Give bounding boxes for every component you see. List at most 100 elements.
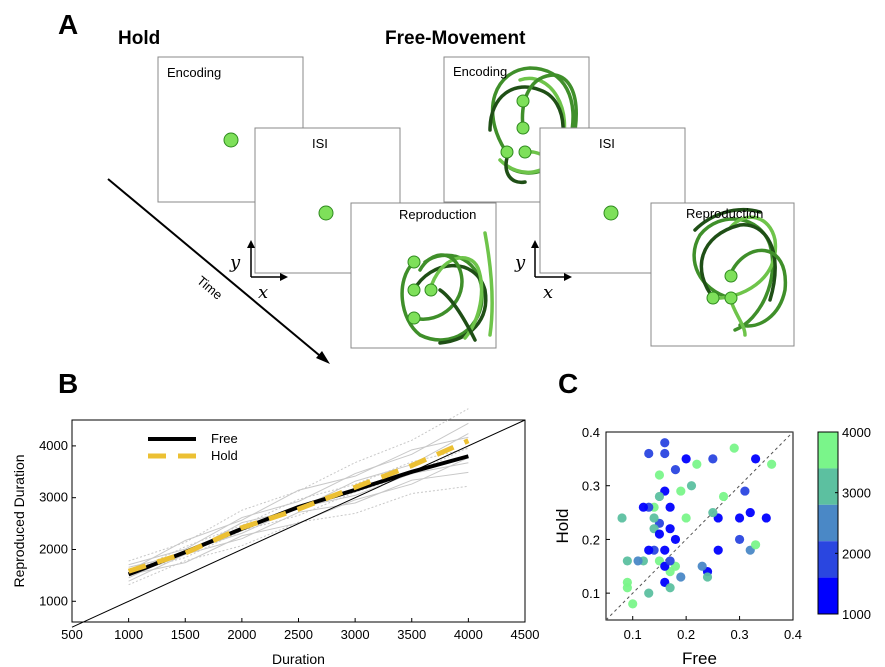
chart-c: 0.1 0.2 0.3 0.4 0.1 0.2 0.3 0.4 Free Hold 1000 2000…: [553, 425, 871, 667]
scatter-point: [665, 524, 675, 534]
scatter-point: [729, 443, 739, 453]
x-tick-label: 4500: [511, 627, 540, 642]
scatter-point: [660, 448, 670, 459]
individual-line: [128, 485, 469, 586]
scatter-point: [622, 583, 632, 593]
y-tick-label: 2000: [39, 541, 68, 556]
target-dot: [318, 205, 334, 221]
x-tick-label: 3000: [341, 627, 370, 642]
scatter-point: [654, 470, 665, 480]
y-axis-title: Hold: [553, 509, 572, 544]
hold-isi-label: ISI: [312, 136, 328, 151]
hold-xy-axes: y x: [229, 240, 288, 303]
free-isi-label: ISI: [599, 136, 615, 151]
series-line-hold: [127, 438, 470, 574]
legend-label-hold: Hold: [211, 448, 238, 463]
x-tick-label: 0.4: [784, 627, 802, 642]
scatter-point: [665, 583, 675, 593]
scatter-point: [665, 502, 675, 512]
target-dot: [516, 94, 530, 108]
x-tick-label: 2000: [227, 627, 256, 642]
scatter-point: [692, 459, 702, 469]
x-tick-label: 1500: [171, 627, 200, 642]
free-reproduction-traces: [692, 207, 788, 337]
scatter-point: [644, 448, 654, 459]
chart-b: 500 1000 1500 2000 2500 3000 3500 4000 4500 1000 2…: [11, 408, 540, 667]
x-tick-label: 2500: [284, 627, 313, 642]
scatter-point: [644, 545, 654, 555]
scatter-point: [740, 486, 750, 496]
free-reproduction-label: Reproduction: [686, 206, 763, 221]
panel-c-letter: C: [558, 368, 578, 399]
colorbar-tick-label: 3000: [842, 486, 871, 501]
scatter-point: [686, 481, 697, 491]
individual-line: [128, 422, 469, 566]
colorbar-segment: [818, 504, 838, 542]
free-movement-title: Free-Movement: [385, 28, 526, 49]
scatter-point: [734, 534, 745, 545]
y-axis-label: y: [514, 252, 526, 273]
x-tick-label: 0.3: [731, 627, 749, 642]
scatter-point: [654, 529, 665, 539]
scatter-point: [681, 513, 691, 523]
scatter-point: [702, 572, 713, 582]
scatter-point: [665, 556, 675, 566]
x-tick-label: 500: [61, 627, 83, 642]
target-dot: [724, 291, 738, 305]
scatter-point: [670, 534, 681, 545]
free-reproduction-frame: Reproduction: [650, 202, 795, 347]
scatter-point: [708, 507, 718, 518]
free-xy-axes: y x: [514, 240, 572, 303]
y-tick-label: 3000: [39, 490, 68, 505]
y-tick-label: 0.1: [582, 586, 600, 601]
x-tick-label: 1000: [114, 627, 143, 642]
hold-reproduction-frame: Reproduction: [350, 202, 497, 349]
x-axis-label: x: [258, 282, 268, 303]
target-dot: [424, 283, 438, 297]
y-tick-label: 0.4: [582, 425, 600, 440]
scatter-point: [751, 454, 761, 464]
scatter-point: [718, 491, 729, 502]
target-dot: [516, 121, 530, 135]
colorbar-tick-label: 1000: [842, 607, 871, 622]
scatter-point: [617, 513, 627, 523]
hold-reproduction-label: Reproduction: [399, 207, 476, 222]
colorbar: 1000 2000 3000 4000: [817, 425, 871, 622]
time-label: Time: [194, 273, 225, 303]
colorbar-tick-label: 2000: [842, 546, 871, 561]
legend-label-free: Free: [211, 431, 238, 446]
scatter-point: [628, 599, 638, 609]
scatter-point: [633, 556, 643, 566]
scatter-point: [681, 454, 691, 464]
scatter-point: [644, 588, 654, 598]
x-axis-label: x: [543, 282, 553, 303]
colorbar-segment: [818, 468, 838, 505]
scatter-point: [676, 486, 686, 496]
x-tick-label: 3500: [397, 627, 426, 642]
colorbar-segment: [818, 432, 838, 469]
target-dot: [603, 205, 619, 221]
y-tick-label: 0.3: [582, 479, 600, 494]
individual-line: [128, 447, 469, 574]
y-tick-label: 1000: [39, 593, 68, 608]
target-dot: [724, 269, 738, 283]
scatter-point: [670, 465, 681, 475]
hold-title: Hold: [118, 28, 160, 49]
time-arrowhead-icon: [316, 351, 330, 364]
individual-line: [128, 436, 469, 572]
colorbar-frame: [817, 431, 839, 615]
scatter-point: [649, 513, 659, 523]
scatter-point: [654, 491, 665, 502]
free-encoding-label: Encoding: [453, 64, 507, 79]
diagonal-line: [605, 431, 794, 621]
colorbar-segment: [818, 577, 838, 614]
target-dot: [407, 283, 421, 297]
time-arrow: [107, 178, 326, 361]
x-axis-title: Free: [682, 649, 717, 667]
panel-b-letter: B: [58, 368, 78, 399]
scatter-point: [622, 556, 632, 566]
y-tick-label: 0.2: [582, 532, 600, 547]
scatter-point: [708, 454, 718, 464]
x-tick-label: 0.2: [677, 627, 695, 642]
